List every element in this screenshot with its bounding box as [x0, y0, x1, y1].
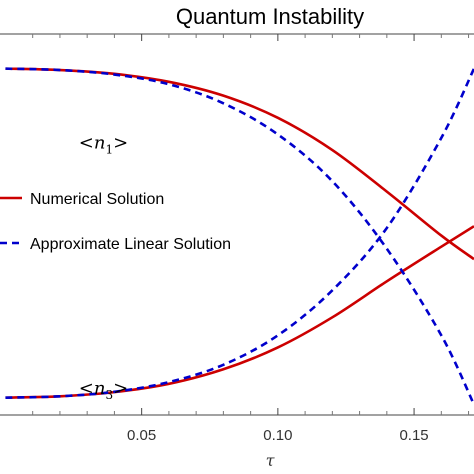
- legend-label: Numerical Solution: [30, 191, 164, 208]
- x-axis-label: τ: [266, 451, 276, 470]
- x-tick-label: 0.05: [127, 427, 156, 444]
- curve-annotations: <n1> <n3>: [79, 132, 128, 402]
- annotation-n1: <n1>: [79, 132, 128, 156]
- legend-label: Approximate Linear Solution: [30, 236, 231, 253]
- series-line-n1-approximate: [5, 67, 474, 406]
- series-line-n1-numerical: [5, 67, 474, 261]
- plot-area: [0, 33, 474, 416]
- series-group: [5, 67, 474, 406]
- x-tick-label: 0.10: [263, 427, 292, 444]
- chart-title: Quantum Instability: [176, 4, 364, 29]
- annotation-n3: <n3>: [79, 378, 128, 402]
- legend: Numerical Solution Approximate Linear Sol…: [0, 191, 231, 253]
- series-line-n3-approximate: [5, 68, 474, 399]
- x-tick-label: 0.15: [399, 427, 428, 444]
- x-axis-ticks: 0.05 0.10 0.15: [32, 34, 470, 444]
